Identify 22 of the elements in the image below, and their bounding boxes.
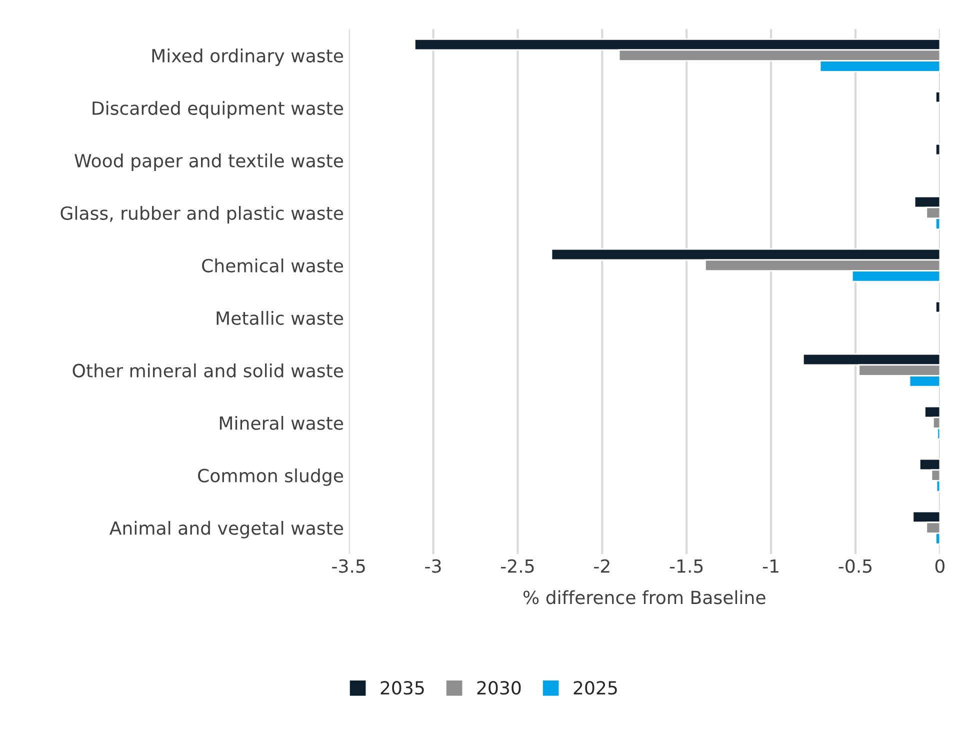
y-tick-label: Common sludge (198, 468, 344, 486)
y-tick-label: Metallic waste (216, 310, 344, 325)
y-tick-label: Mixed ordinary waste (152, 48, 344, 66)
x-tick-label: -3 (425, 559, 441, 573)
x-tick-label: -0.5 (838, 559, 872, 573)
y-tick-label: Discarded equipment waste (92, 101, 344, 119)
x-axis-title: % difference from Baseline (523, 590, 766, 604)
y-tick-label: Animal and vegetal waste (110, 520, 344, 538)
y-tick-label: Mineral waste (220, 416, 344, 430)
y-tick-label: Chemical waste (202, 258, 344, 272)
x-tick-label: -2.5 (500, 559, 534, 573)
legend-label: 2035 (380, 681, 424, 695)
x-tick-label: -2 (594, 559, 610, 573)
y-tick-label: Glass, rubber and plastic waste (60, 206, 344, 224)
x-tick-label: -1.5 (670, 559, 703, 573)
x-tick-label: 0 (935, 559, 944, 573)
x-tick-label: -1 (762, 559, 778, 573)
legend-label: 2030 (477, 681, 521, 695)
x-tick-label: -3.5 (332, 559, 365, 573)
y-tick-label: Wood paper and textile waste (74, 154, 344, 171)
y-tick-label: Other mineral and solid waste (72, 363, 344, 378)
legend-label: 2025 (574, 681, 617, 695)
